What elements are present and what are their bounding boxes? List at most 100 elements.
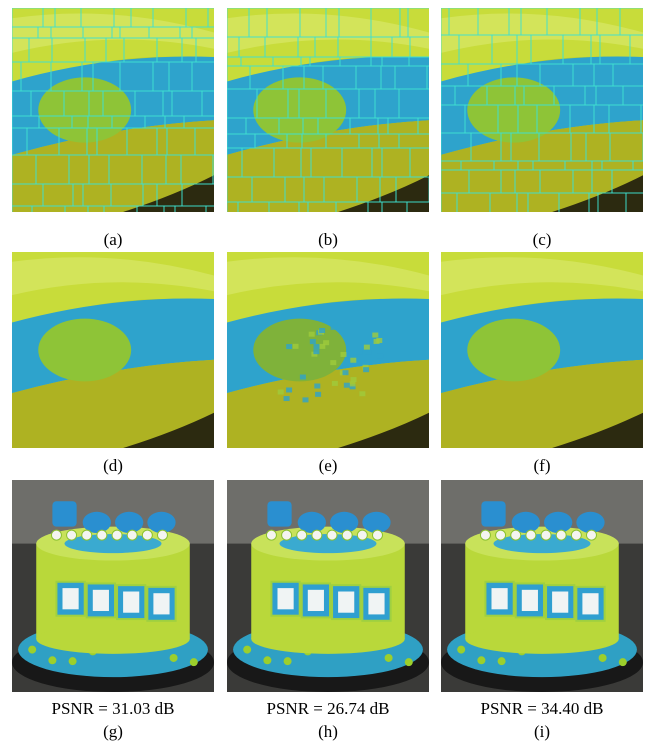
cake-bottom [251,624,405,654]
artifact [377,353,383,358]
artifact [330,360,336,365]
wheel [586,530,596,540]
artifact [314,344,320,349]
artifact [284,396,290,401]
artifact [349,381,355,386]
artifact [314,383,320,388]
dot [243,646,251,654]
train-car [544,512,572,533]
dot [48,656,56,664]
dot [263,656,271,664]
wheel [142,530,152,540]
artifact [364,345,370,350]
wheel [82,530,92,540]
wheel [51,530,61,540]
train-car [115,512,143,533]
wheel [266,530,276,540]
dot [405,658,413,666]
wheel [541,530,551,540]
artifact [365,350,371,355]
letter-face [368,593,384,614]
letter-face [522,590,538,611]
artifact [286,387,292,392]
circle-spot [253,77,346,142]
panel-caption: PSNR = 26.74 dB [267,699,390,718]
artifact [350,377,356,382]
artifact [340,352,346,357]
wheel [297,530,307,540]
dot [190,658,198,666]
letter-face [552,592,568,613]
wheel [282,530,292,540]
dot [477,656,485,664]
wheel [97,530,107,540]
dot [457,646,465,654]
wheel [496,530,506,540]
wheel [112,530,122,540]
panel-caption: PSNR = 31.03 dB [52,699,175,718]
artifact [374,339,380,344]
wheel [372,530,382,540]
wheel [67,530,77,540]
artifact [319,328,325,333]
panel-image [441,252,643,448]
artifact [302,397,308,402]
dot [69,657,77,665]
artifact [331,325,337,330]
artifact [310,339,316,344]
dot [498,657,506,665]
dot [170,654,178,662]
panel-label: (h) [318,722,338,741]
wheel [342,530,352,540]
panel-label: (a) [104,230,123,249]
dot [284,657,292,665]
figure: (a)(b)(c)(d)(e)(f)PSNR = 31.03 dB(g)PSNR… [0,0,651,744]
artifact [359,391,365,396]
artifact [332,381,338,386]
circle-spot [38,319,131,382]
letter-face [308,590,324,611]
wheel [127,530,137,540]
letter-face [338,592,354,613]
artifact [356,350,362,355]
panel-label: (d) [103,456,123,475]
circle-spot [38,77,131,142]
artifact [323,340,329,345]
letter-face [93,590,109,611]
panel-label: (e) [319,456,338,475]
panel-label: (b) [318,230,338,249]
panel-image [441,8,651,220]
artifact [278,389,284,394]
artifact [343,370,349,375]
letter-face [153,593,169,614]
wheel [157,530,167,540]
wheel [327,530,337,540]
panel-caption: PSNR = 34.40 dB [481,699,604,718]
panel-image [227,8,455,217]
panel-label: (g) [103,722,123,741]
artifact [293,344,299,349]
letter-face [492,588,508,609]
dot [28,646,36,654]
artifact [286,344,292,349]
wheel [312,530,322,540]
dot [599,654,607,662]
wheel [571,530,581,540]
letter-face [582,593,598,614]
circle-spot [467,319,560,382]
artifact [309,332,315,337]
panel-image [227,252,429,448]
train-engine [267,501,291,526]
letter-face [278,588,294,609]
train-engine [481,501,505,526]
panel-image [12,252,214,448]
wheel [526,530,536,540]
artifact [300,375,306,380]
panel-image [12,480,214,692]
train-car [330,512,358,533]
panel-label: (c) [533,230,552,249]
panel-image [12,8,240,225]
artifact [372,333,378,338]
wheel [556,530,566,540]
cake-bottom [36,624,190,654]
